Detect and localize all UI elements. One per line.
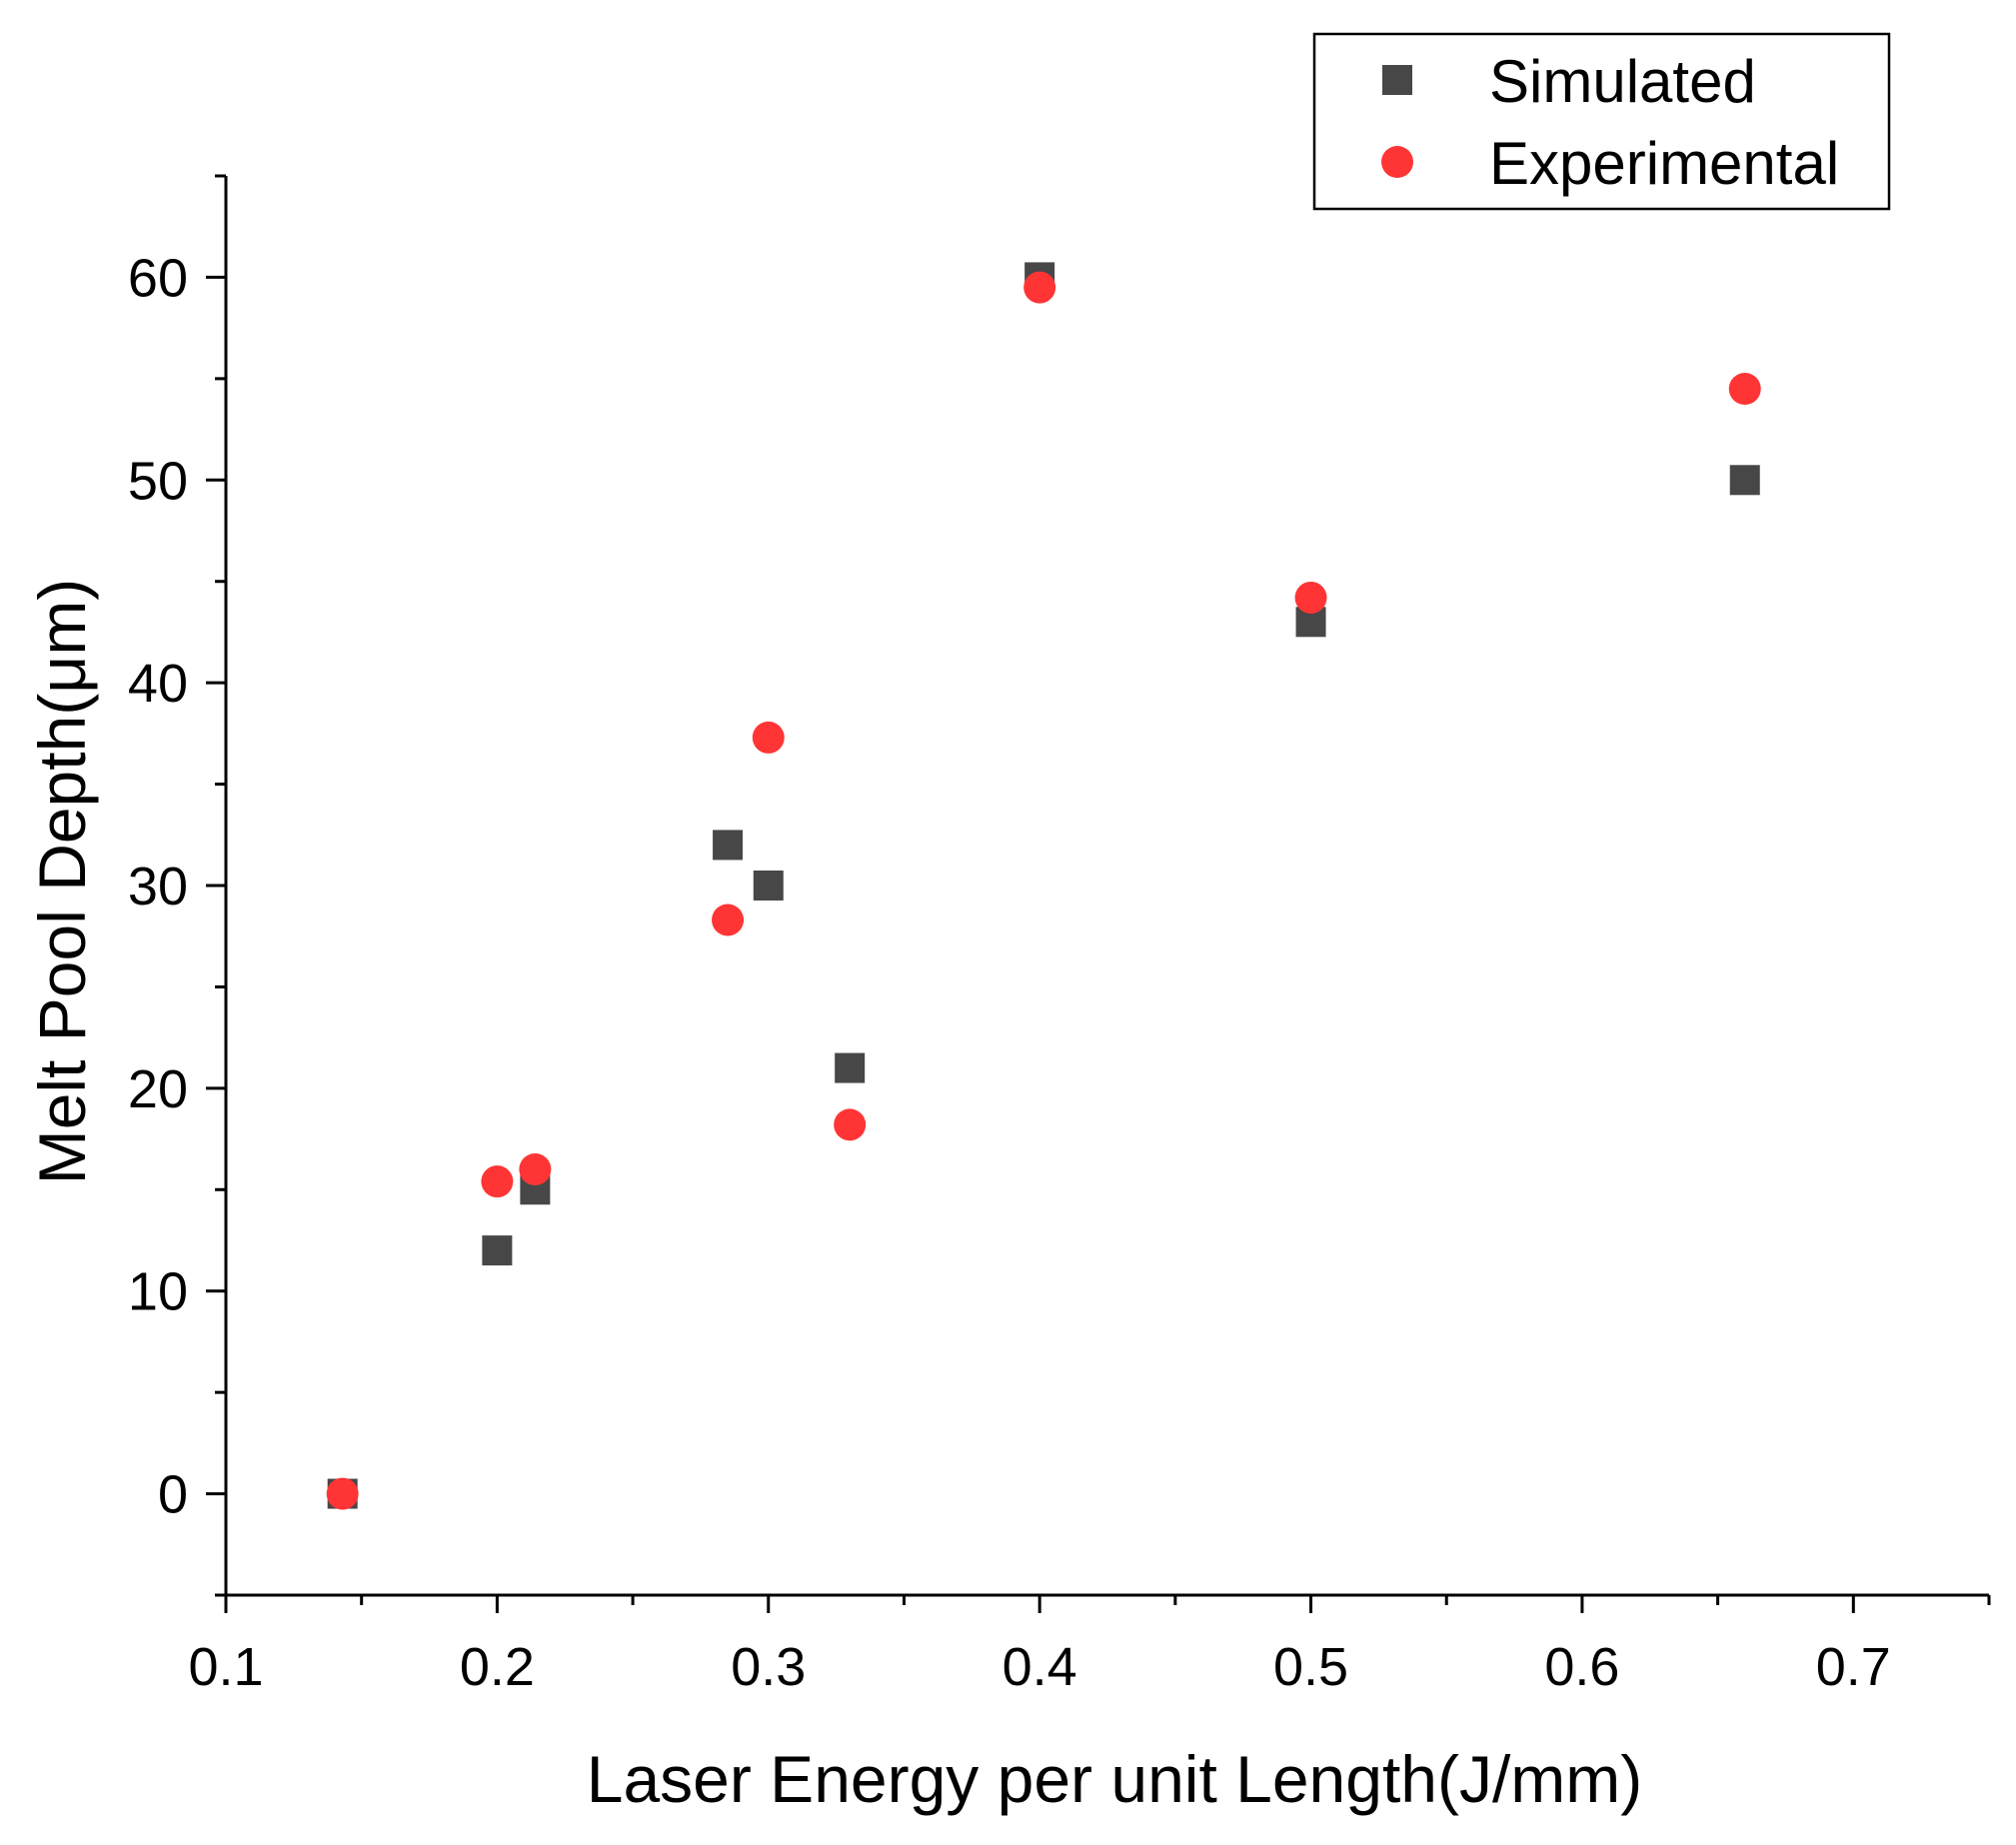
simulated-point xyxy=(1729,465,1760,496)
experimental-point xyxy=(1023,271,1056,304)
x-axis-label: Laser Energy per unit Length(J/mm) xyxy=(587,1742,1642,1816)
axes xyxy=(224,176,1989,1597)
y-tick-label: 40 xyxy=(128,654,188,714)
experimental-point xyxy=(519,1153,552,1185)
y-tick-label: 10 xyxy=(128,1262,188,1322)
x-axis-ticks: 0.1 0.2 0.3 0.4 0.5 0.6 0.7 xyxy=(188,1595,1991,1697)
experimental-point xyxy=(1728,373,1761,405)
x-tick-label: 0.1 xyxy=(188,1637,263,1697)
x-tick-label: 0.6 xyxy=(1544,1637,1619,1697)
legend-experimental-marker xyxy=(1381,146,1413,178)
x-tick-label: 0.5 xyxy=(1273,1637,1348,1697)
x-tick-label: 0.2 xyxy=(460,1637,535,1697)
legend-simulated-marker xyxy=(1382,65,1412,95)
legend: Simulated Experimental xyxy=(1312,32,1891,211)
simulated-point xyxy=(482,1235,513,1266)
y-tick-label: 50 xyxy=(128,451,188,511)
x-tick-label: 0.7 xyxy=(1816,1637,1891,1697)
experimental-point xyxy=(481,1165,514,1198)
simulated-point xyxy=(835,1052,866,1083)
experimental-point xyxy=(326,1477,359,1510)
x-tick-label: 0.3 xyxy=(731,1637,806,1697)
legend-simulated-label: Simulated xyxy=(1489,48,1756,115)
y-axis-ticks: 0 10 20 30 40 50 60 xyxy=(128,174,226,1597)
experimental-point xyxy=(712,904,745,936)
experimental-point xyxy=(752,721,785,754)
data-points xyxy=(326,262,1761,1510)
y-axis-label: Melt Pool Depth(μm) xyxy=(25,579,99,1185)
y-tick-label: 30 xyxy=(128,857,188,917)
experimental-point xyxy=(1294,581,1327,614)
y-tick-label: 0 xyxy=(158,1465,188,1525)
y-tick-label: 60 xyxy=(128,248,188,308)
legend-box xyxy=(1312,32,1891,211)
simulated-point xyxy=(753,871,784,901)
experimental-point xyxy=(834,1108,867,1141)
y-tick-label: 20 xyxy=(128,1059,188,1119)
simulated-point xyxy=(713,830,744,861)
x-tick-label: 0.4 xyxy=(1003,1637,1077,1697)
legend-experimental-label: Experimental xyxy=(1489,130,1839,197)
